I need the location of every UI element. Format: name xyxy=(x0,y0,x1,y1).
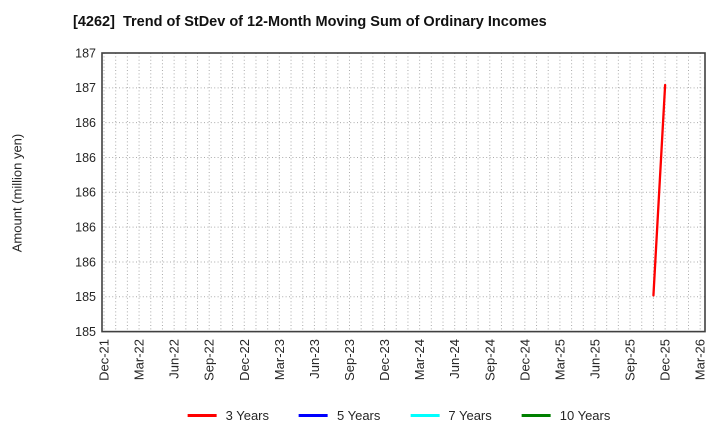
x-tick-label: Mar-26 xyxy=(693,339,708,380)
plot-border xyxy=(101,52,706,333)
legend-item-7-years: 7 Years xyxy=(410,407,492,423)
legend-item-10-years: 10 Years xyxy=(521,407,611,423)
x-tick-label: Mar-23 xyxy=(272,339,287,380)
x-tick-label: Dec-25 xyxy=(658,339,673,381)
x-tick-label: Jun-24 xyxy=(447,339,462,379)
chart-title: [4262] Trend of StDev of 12-Month Moving… xyxy=(73,14,547,30)
legend: 3 Years 5 Years 7 Years 10 Years xyxy=(187,406,611,424)
y-tick-label: 186 xyxy=(75,116,96,130)
legend-swatch-10-years-line-icon xyxy=(521,413,551,417)
x-tick-label: Dec-24 xyxy=(517,339,532,381)
x-tick-label: Dec-21 xyxy=(97,339,112,381)
legend-item-5-years: 5 Years xyxy=(299,408,380,423)
y-tick-label: 185 xyxy=(75,325,96,339)
x-tick-label: Jun-22 xyxy=(167,339,182,379)
y-tick-label: 187 xyxy=(75,46,96,60)
x-tick-label: Sep-24 xyxy=(482,339,497,381)
legend-label-7-years: 7 Years xyxy=(448,407,492,423)
x-tick-label: Mar-22 xyxy=(132,339,147,380)
legend-label-5-years: 5 Years xyxy=(337,407,381,423)
x-tick-label: Mar-24 xyxy=(412,339,427,380)
legend-swatch-7-years-line-icon xyxy=(410,413,440,417)
legend-label-10-years: 10 Years xyxy=(559,407,611,423)
y-tick-label: 186 xyxy=(75,221,96,235)
x-tick-label: Sep-25 xyxy=(623,339,638,381)
x-tick-label: Sep-23 xyxy=(342,339,357,381)
legend-label-3-years: 3 Years xyxy=(225,407,270,423)
x-tick-label: Sep-22 xyxy=(202,339,217,381)
x-tick-label: Dec-22 xyxy=(237,339,252,381)
y-tick-label: 185 xyxy=(75,290,96,304)
y-tick-label: 186 xyxy=(75,151,96,165)
x-tick-label: Mar-25 xyxy=(552,339,567,380)
x-tick-label: Jun-23 xyxy=(307,339,322,379)
series-line-3-years xyxy=(652,83,667,297)
legend-swatch-5-years-line-icon xyxy=(299,413,329,417)
legend-item-3-years: 3 Years xyxy=(187,407,270,423)
y-tick-label: 186 xyxy=(75,186,96,200)
x-tick-label: Jun-25 xyxy=(587,339,602,379)
legend-swatch-3-years-line-icon xyxy=(187,413,217,417)
x-tick-label: Dec-23 xyxy=(377,339,392,381)
y-tick-label: 186 xyxy=(75,255,96,269)
y-tick-label: 187 xyxy=(75,81,96,95)
